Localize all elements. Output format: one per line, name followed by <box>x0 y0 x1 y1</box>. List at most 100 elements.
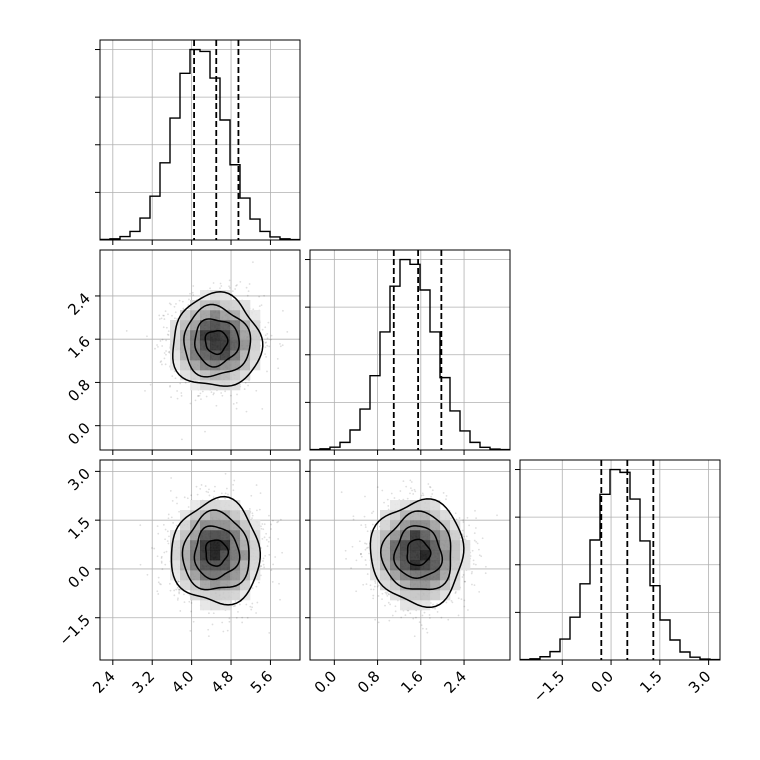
scatter-point <box>172 522 175 524</box>
scatter-point <box>374 618 377 621</box>
scatter-point <box>265 341 268 344</box>
density-cell <box>240 300 251 311</box>
density-cell <box>180 330 191 341</box>
scatter-point <box>264 353 266 356</box>
density-cell <box>170 350 181 361</box>
scatter-point <box>208 488 210 491</box>
scatter-point <box>179 382 182 385</box>
scatter-point <box>187 506 190 508</box>
scatter-point <box>233 479 236 482</box>
scatter-point <box>409 479 412 482</box>
scatter-point <box>426 631 429 634</box>
scatter-point <box>169 589 172 592</box>
scatter-point <box>359 552 362 555</box>
scatter-point <box>364 526 367 529</box>
density-cell <box>240 560 251 571</box>
scatter-point <box>457 597 460 600</box>
scatter-point <box>278 582 280 585</box>
scatter-point <box>355 590 358 593</box>
scatter-point <box>235 407 238 410</box>
scatter-point <box>220 392 223 394</box>
density-cell <box>200 560 211 571</box>
scatter-point <box>270 528 272 530</box>
scatter-point <box>261 328 264 331</box>
scatter-point <box>258 295 261 298</box>
scatter-point <box>364 523 367 526</box>
scatter-point <box>462 519 465 522</box>
scatter-point <box>236 284 238 286</box>
scatter-point <box>164 363 167 366</box>
scatter-point <box>229 394 232 397</box>
density-cell <box>170 360 181 371</box>
scatter-point <box>377 584 380 587</box>
scatter-point <box>350 567 353 570</box>
scatter-point <box>430 495 433 498</box>
scatter-point <box>180 392 183 394</box>
scatter-point <box>189 402 192 405</box>
scatter-point <box>282 309 284 312</box>
scatter-point <box>235 284 238 287</box>
density-cell <box>200 370 211 381</box>
scatter-point <box>214 485 216 488</box>
scatter-point <box>484 572 487 575</box>
density-cell <box>200 600 211 611</box>
density-cell <box>220 290 231 301</box>
scatter-point <box>219 287 221 289</box>
density-cell <box>210 550 221 561</box>
scatter-point <box>263 566 266 569</box>
scatter-point <box>261 523 264 525</box>
scatter-point <box>225 487 228 490</box>
scatter-point <box>286 331 289 333</box>
scatter-point <box>409 612 412 615</box>
density-cell <box>250 310 261 321</box>
scatter-point <box>224 492 227 495</box>
scatter-point <box>436 611 439 613</box>
scatter-point <box>472 563 475 565</box>
scatter-point <box>365 564 368 566</box>
density-cell <box>210 330 221 341</box>
scatter-point <box>244 381 247 384</box>
scatter-point <box>211 623 214 626</box>
scatter-point <box>274 556 277 558</box>
density-cell <box>240 360 251 371</box>
scatter-point <box>388 593 391 596</box>
scatter-point <box>179 610 182 612</box>
scatter-point <box>366 573 369 575</box>
scatter-point <box>271 580 274 583</box>
density-cell <box>190 360 201 371</box>
scatter-point <box>279 345 282 348</box>
scatter-point <box>445 498 447 501</box>
density-cell <box>170 340 181 351</box>
scatter-point <box>268 345 271 348</box>
scatter-point <box>458 517 461 519</box>
scatter-point <box>411 489 413 492</box>
density-cell <box>220 340 231 351</box>
pair-content <box>310 460 510 660</box>
density-cell <box>220 570 231 581</box>
scatter-point <box>261 537 264 540</box>
scatter-point <box>154 347 156 350</box>
scatter-point <box>259 565 262 568</box>
contour-3 <box>170 495 262 606</box>
scatter-point <box>270 569 273 572</box>
scatter-point <box>451 601 454 604</box>
scatter-point <box>389 603 392 606</box>
scatter-point <box>421 492 424 495</box>
scatter-point <box>213 490 216 493</box>
scatter-point <box>162 326 165 329</box>
density-cell <box>180 310 191 321</box>
scatter-point <box>205 490 208 493</box>
scatter-point <box>367 546 369 549</box>
scatter-point <box>262 560 264 562</box>
scatter-point <box>221 394 224 397</box>
scatter-point <box>249 605 252 608</box>
scatter-point <box>168 535 170 538</box>
scatter-point <box>151 547 153 549</box>
scatter-point <box>260 527 263 530</box>
scatter-point <box>168 302 171 305</box>
scatter-point <box>164 528 167 531</box>
density-cell <box>230 360 241 371</box>
density-cell <box>230 520 241 531</box>
scatter-point <box>261 407 264 410</box>
